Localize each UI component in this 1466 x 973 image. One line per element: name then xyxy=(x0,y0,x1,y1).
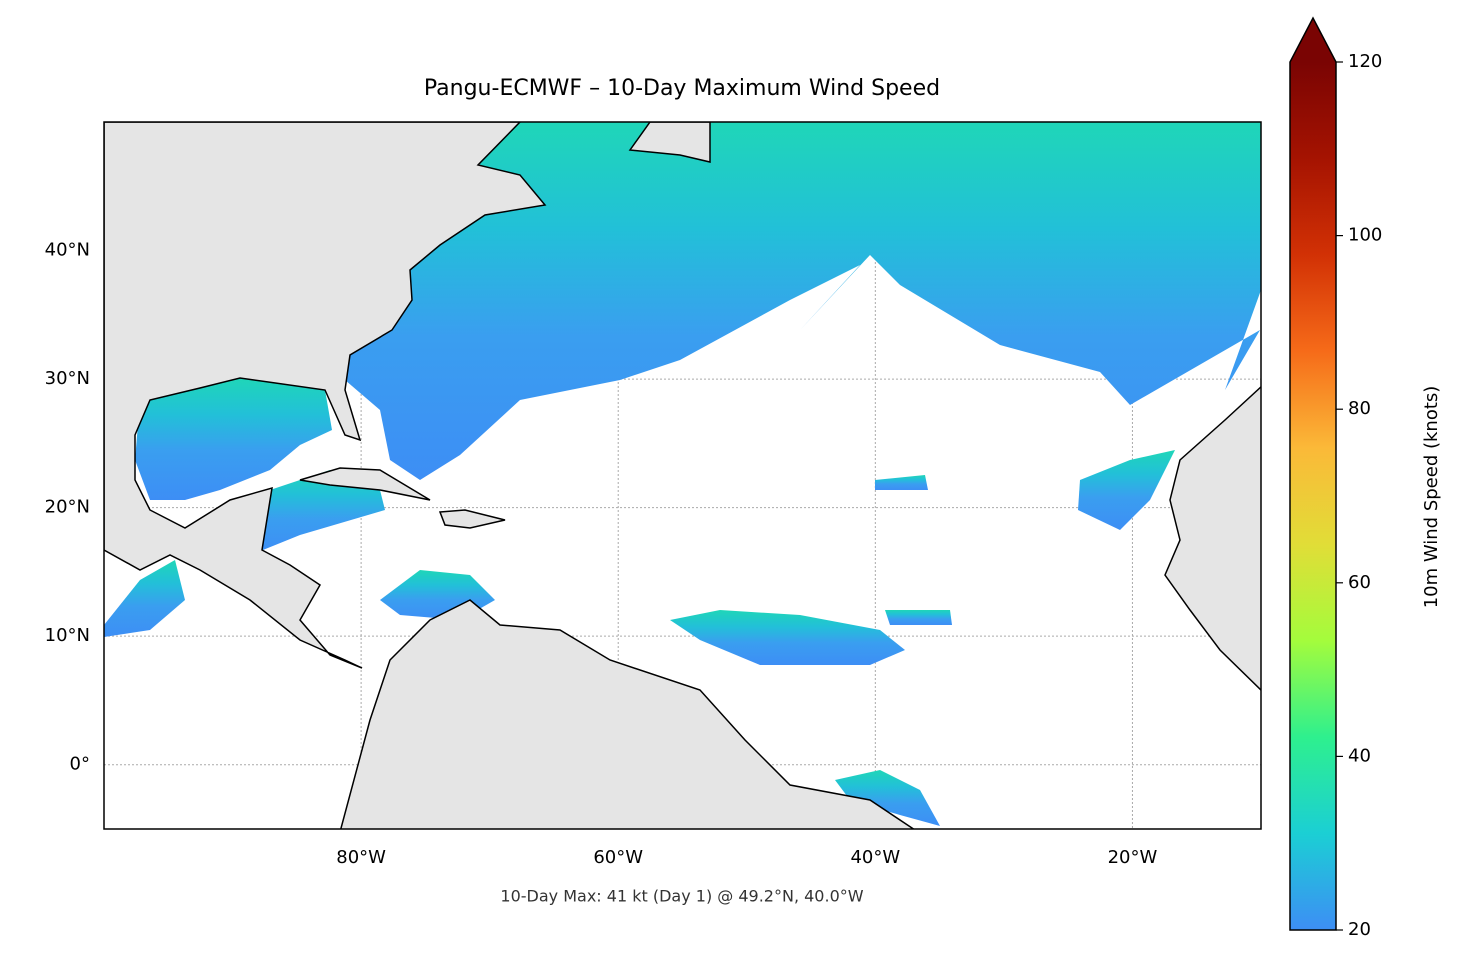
wind-swath xyxy=(258,470,385,552)
colorbar-tick-label: 20 xyxy=(1348,919,1371,940)
wind-swath xyxy=(875,475,928,490)
annotation: 10-Day Max: 41 kt (Day 1) @ 49.2°N, 40.0… xyxy=(500,887,863,906)
colorbar-tick-label: 120 xyxy=(1348,51,1382,72)
colorbar-extend xyxy=(1290,18,1336,62)
colorbar-tick-label: 100 xyxy=(1348,225,1382,246)
chart-title: Pangu-ECMWF – 10-Day Maximum Wind Speed xyxy=(424,76,940,101)
newfoundland xyxy=(628,122,711,163)
y-tick-label: 0° xyxy=(70,754,90,775)
north-america xyxy=(104,122,547,669)
wind-swath xyxy=(835,770,940,826)
wind-swath xyxy=(135,378,332,500)
colorbar-outline xyxy=(1289,16,1337,931)
wind-swath xyxy=(104,560,185,637)
cuba xyxy=(299,467,431,501)
x-tick-label: 40°W xyxy=(850,847,900,868)
colorbar-tick-label: 60 xyxy=(1348,572,1371,593)
wind-swath xyxy=(885,610,952,625)
colorbar-body xyxy=(1290,62,1336,930)
colorbar: 20 40 60 80 100 120 xyxy=(1289,16,1382,940)
colorbar-tick-label: 80 xyxy=(1348,398,1371,419)
x-tick-label: 20°W xyxy=(1108,847,1158,868)
y-tick-label: 20°N xyxy=(45,497,90,518)
wind-swaths xyxy=(104,122,1261,826)
wind-swath xyxy=(670,610,905,665)
y-tick-label: 30°N xyxy=(45,368,90,389)
wind-swath xyxy=(1078,450,1175,530)
y-tick-label: 40°N xyxy=(45,240,90,261)
colorbar-tick-label: 40 xyxy=(1348,745,1371,766)
colorbar-label: 10m Wind Speed (knots) xyxy=(1421,386,1442,609)
x-tick-label: 80°W xyxy=(336,847,386,868)
x-tick-label: 60°W xyxy=(593,847,643,868)
y-tick-label: 10°N xyxy=(45,625,90,646)
map-frame xyxy=(103,121,1262,830)
land xyxy=(104,122,1261,829)
hispaniola xyxy=(438,509,506,529)
africa xyxy=(1164,385,1261,692)
wind-swath xyxy=(345,122,1261,480)
south-america xyxy=(340,599,915,829)
